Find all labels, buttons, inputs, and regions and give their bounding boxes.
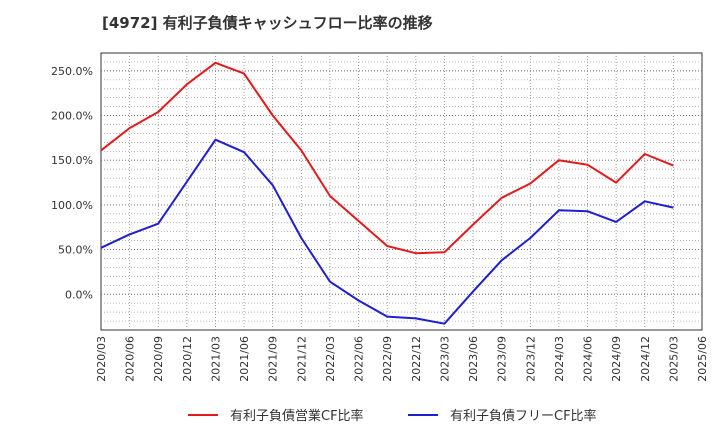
x-tick-label: 2022/06: [353, 336, 366, 382]
x-tick-label: 2020/03: [95, 336, 108, 382]
x-tick-label: 2023/03: [438, 336, 451, 382]
y-tick-label: 0.0%: [65, 288, 93, 301]
y-tick-label: 200.0%: [51, 110, 93, 123]
x-tick-label: 2020/06: [124, 336, 137, 382]
x-tick-label: 2024/12: [639, 336, 652, 382]
x-tick-label: 2023/09: [496, 336, 509, 382]
x-tick-label: 2022/12: [410, 336, 423, 382]
legend-label-1: 有利子負債営業CF比率: [230, 408, 364, 424]
series-line-1: [100, 61, 674, 255]
chart-title: [4972] 有利子負債キャッシュフロー比率の推移: [102, 14, 433, 32]
x-tick-label: 2020/09: [152, 336, 165, 382]
x-tick-label: 2024/09: [610, 336, 623, 382]
y-tick-label: 50.0%: [58, 244, 93, 257]
x-tick-label: 2022/09: [381, 336, 394, 382]
x-tick-label: 2025/06: [696, 336, 709, 382]
x-tick-label: 2025/03: [667, 336, 680, 382]
series-line-2: [100, 138, 674, 325]
x-tick-label: 2021/03: [209, 336, 222, 382]
x-tick-label: 2020/12: [181, 336, 194, 382]
x-tick-label: 2024/06: [582, 336, 595, 382]
x-tick-label: 2021/09: [267, 336, 280, 382]
plot-area: [100, 52, 703, 331]
y-tick-label: 100.0%: [51, 199, 93, 212]
x-tick-label: 2022/03: [324, 336, 337, 382]
x-tick-label: 2021/12: [295, 336, 308, 382]
x-tick-label: 2024/03: [553, 336, 566, 382]
x-tick-label: 2021/06: [238, 336, 251, 382]
legend-label-2: 有利子負債フリーCF比率: [450, 408, 597, 424]
y-tick-label: 250.0%: [51, 65, 93, 78]
y-tick-label: 150.0%: [51, 154, 93, 167]
x-tick-label: 2023/12: [524, 336, 537, 382]
x-tick-label: 2023/06: [467, 336, 480, 382]
